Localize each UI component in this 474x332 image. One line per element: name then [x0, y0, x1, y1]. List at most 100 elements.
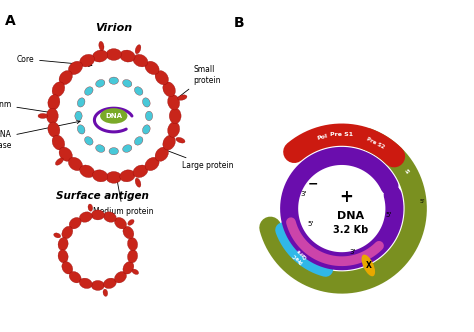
Ellipse shape — [92, 170, 108, 182]
Ellipse shape — [133, 165, 148, 178]
Ellipse shape — [123, 226, 134, 239]
Ellipse shape — [91, 281, 104, 290]
Ellipse shape — [58, 250, 68, 263]
Ellipse shape — [155, 147, 168, 161]
Text: A: A — [5, 14, 15, 28]
Ellipse shape — [176, 137, 185, 143]
Ellipse shape — [362, 255, 375, 276]
Ellipse shape — [69, 272, 81, 283]
Ellipse shape — [59, 147, 73, 161]
Text: Core: Core — [17, 54, 92, 67]
Ellipse shape — [77, 125, 85, 134]
Ellipse shape — [75, 111, 82, 121]
Ellipse shape — [69, 217, 81, 229]
Ellipse shape — [135, 45, 141, 54]
Ellipse shape — [91, 210, 104, 220]
Ellipse shape — [146, 111, 153, 121]
Text: 3': 3' — [350, 249, 356, 255]
Text: DNA: DNA — [337, 211, 365, 221]
Text: 5': 5' — [386, 212, 392, 218]
Text: Virion: Virion — [95, 23, 132, 33]
Ellipse shape — [88, 204, 92, 211]
Ellipse shape — [58, 237, 68, 251]
Ellipse shape — [143, 98, 150, 107]
Ellipse shape — [155, 71, 168, 85]
Ellipse shape — [92, 50, 108, 62]
Text: PreC
Core: PreC Core — [292, 247, 308, 264]
Text: Pre S2: Pre S2 — [365, 136, 385, 149]
Ellipse shape — [143, 125, 150, 134]
Text: S: S — [402, 168, 409, 175]
Ellipse shape — [163, 82, 175, 97]
Ellipse shape — [96, 80, 105, 87]
Ellipse shape — [123, 80, 132, 87]
Ellipse shape — [52, 135, 65, 150]
Ellipse shape — [96, 145, 105, 152]
Ellipse shape — [106, 48, 121, 60]
Text: +: + — [339, 188, 353, 207]
Text: B: B — [234, 16, 245, 30]
Ellipse shape — [135, 178, 141, 187]
Ellipse shape — [103, 212, 116, 222]
Ellipse shape — [178, 95, 187, 100]
Ellipse shape — [145, 61, 159, 75]
Ellipse shape — [54, 233, 61, 238]
Ellipse shape — [128, 219, 134, 225]
Ellipse shape — [62, 226, 73, 239]
Ellipse shape — [68, 61, 82, 75]
Ellipse shape — [128, 250, 137, 263]
Text: Small
protein: Small protein — [172, 65, 221, 102]
Text: Medium protein: Medium protein — [92, 178, 153, 216]
Text: 5': 5' — [419, 199, 425, 205]
Ellipse shape — [55, 158, 64, 165]
Ellipse shape — [123, 262, 134, 274]
Ellipse shape — [135, 87, 143, 95]
Ellipse shape — [48, 95, 60, 110]
Ellipse shape — [123, 145, 132, 152]
Ellipse shape — [52, 82, 65, 97]
Ellipse shape — [120, 50, 135, 62]
Ellipse shape — [99, 41, 104, 51]
Text: X: X — [365, 261, 371, 270]
Ellipse shape — [100, 108, 128, 124]
Ellipse shape — [103, 278, 116, 289]
Ellipse shape — [48, 122, 60, 137]
Ellipse shape — [106, 171, 121, 183]
Text: 42 nm: 42 nm — [0, 100, 55, 114]
Ellipse shape — [169, 108, 181, 124]
Ellipse shape — [128, 237, 137, 251]
Ellipse shape — [168, 95, 180, 110]
Ellipse shape — [80, 165, 94, 178]
Ellipse shape — [59, 71, 73, 85]
Ellipse shape — [80, 54, 94, 67]
Text: Pol: Pol — [317, 133, 328, 141]
Ellipse shape — [168, 122, 180, 137]
Ellipse shape — [77, 98, 85, 107]
Text: 5': 5' — [307, 221, 314, 227]
Ellipse shape — [109, 77, 118, 84]
Ellipse shape — [115, 272, 127, 283]
Ellipse shape — [120, 170, 135, 182]
Ellipse shape — [84, 137, 93, 145]
Ellipse shape — [145, 157, 159, 171]
Text: Surface antigen: Surface antigen — [56, 191, 149, 201]
Ellipse shape — [163, 135, 175, 150]
Ellipse shape — [133, 54, 148, 67]
Ellipse shape — [84, 87, 93, 95]
Ellipse shape — [132, 269, 138, 275]
Ellipse shape — [68, 157, 82, 171]
Ellipse shape — [79, 278, 92, 289]
Text: Pre S1: Pre S1 — [330, 132, 353, 137]
Ellipse shape — [135, 137, 143, 145]
Text: DNA
Polymerase: DNA Polymerase — [0, 120, 80, 150]
Ellipse shape — [38, 114, 47, 119]
Text: Large protein: Large protein — [164, 149, 234, 171]
Text: 3.2 Kb: 3.2 Kb — [333, 225, 368, 235]
Text: 3': 3' — [301, 191, 307, 197]
Text: −: − — [308, 177, 318, 191]
Ellipse shape — [109, 147, 118, 155]
Ellipse shape — [115, 217, 127, 229]
Ellipse shape — [79, 212, 92, 222]
Ellipse shape — [62, 262, 73, 274]
Ellipse shape — [103, 289, 108, 296]
